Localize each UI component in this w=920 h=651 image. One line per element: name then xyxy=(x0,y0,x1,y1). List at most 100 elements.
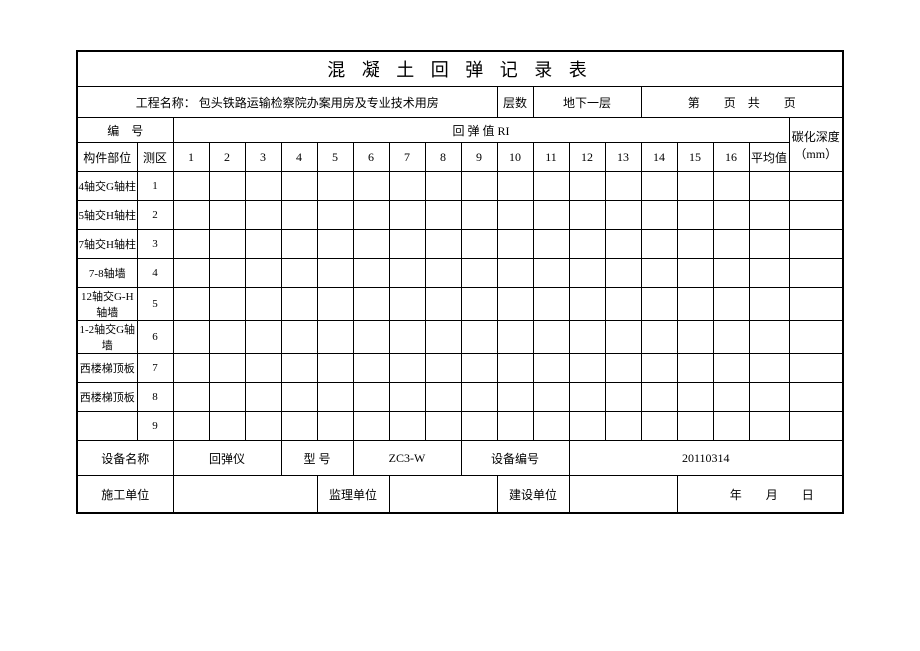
data-cell xyxy=(425,354,461,383)
data-cell xyxy=(209,201,245,230)
avg-cell xyxy=(749,412,789,441)
data-cell xyxy=(677,321,713,354)
data-cell xyxy=(713,321,749,354)
col-16: 16 xyxy=(713,143,749,172)
data-cell xyxy=(281,259,317,288)
data-cell xyxy=(497,354,533,383)
measure-zone: 4 xyxy=(137,259,173,288)
data-cell xyxy=(605,354,641,383)
data-cell xyxy=(569,230,605,259)
data-cell xyxy=(209,172,245,201)
data-cell xyxy=(605,412,641,441)
data-cell xyxy=(281,412,317,441)
data-cell xyxy=(353,412,389,441)
data-cell xyxy=(317,321,353,354)
data-cell xyxy=(173,412,209,441)
avg-cell xyxy=(749,354,789,383)
equipment-name-value: 回弹仪 xyxy=(173,441,281,476)
col-15: 15 xyxy=(677,143,713,172)
data-cell xyxy=(389,172,425,201)
data-cell xyxy=(461,201,497,230)
floor-count-value: 地下一层 xyxy=(533,87,641,118)
data-cell xyxy=(353,321,389,354)
data-cell xyxy=(425,230,461,259)
data-cell xyxy=(317,288,353,321)
data-cell xyxy=(209,354,245,383)
avg-cell xyxy=(749,201,789,230)
data-cell xyxy=(569,201,605,230)
col-3: 3 xyxy=(245,143,281,172)
carbon-cell xyxy=(789,288,843,321)
data-cell xyxy=(353,288,389,321)
data-cell xyxy=(209,412,245,441)
build-unit-label: 建设单位 xyxy=(497,476,569,514)
data-cell xyxy=(281,383,317,412)
data-cell xyxy=(173,230,209,259)
data-cell xyxy=(173,201,209,230)
data-cell xyxy=(173,383,209,412)
data-cell xyxy=(713,383,749,412)
data-cell xyxy=(461,259,497,288)
measure-zone: 8 xyxy=(137,383,173,412)
data-cell xyxy=(281,172,317,201)
data-cell xyxy=(461,354,497,383)
measure-zone: 9 xyxy=(137,412,173,441)
data-cell xyxy=(533,412,569,441)
data-cell xyxy=(605,383,641,412)
carbon-cell xyxy=(789,412,843,441)
data-cell xyxy=(533,259,569,288)
data-cell xyxy=(425,259,461,288)
data-cell xyxy=(533,201,569,230)
measure-zone: 2 xyxy=(137,201,173,230)
data-cell xyxy=(569,412,605,441)
carbon-cell xyxy=(789,230,843,259)
data-cell xyxy=(281,288,317,321)
carbon-cell xyxy=(789,259,843,288)
avg-cell xyxy=(749,288,789,321)
data-cell xyxy=(641,201,677,230)
data-cell xyxy=(353,172,389,201)
data-cell xyxy=(245,172,281,201)
data-cell xyxy=(713,201,749,230)
col-2: 2 xyxy=(209,143,245,172)
data-cell xyxy=(677,201,713,230)
carbon-cell xyxy=(789,201,843,230)
data-cell xyxy=(677,354,713,383)
data-cell xyxy=(245,383,281,412)
data-cell xyxy=(641,321,677,354)
data-cell xyxy=(569,321,605,354)
data-cell xyxy=(569,288,605,321)
col-7: 7 xyxy=(389,143,425,172)
data-cell xyxy=(461,412,497,441)
data-cell xyxy=(389,230,425,259)
data-cell xyxy=(317,354,353,383)
data-cell xyxy=(497,259,533,288)
data-cell xyxy=(173,354,209,383)
data-cell xyxy=(533,321,569,354)
data-cell xyxy=(389,321,425,354)
construction-unit-value xyxy=(173,476,317,514)
form-title: 混 凝 土 回 弹 记 录 表 xyxy=(77,51,843,87)
carbonation-depth-label: 碳化深度（mm） xyxy=(789,118,843,172)
data-cell xyxy=(209,230,245,259)
data-cell xyxy=(641,172,677,201)
data-cell xyxy=(173,288,209,321)
measure-zone: 1 xyxy=(137,172,173,201)
measure-zone-header: 测区 xyxy=(137,143,173,172)
data-cell xyxy=(389,259,425,288)
data-cell xyxy=(713,354,749,383)
data-cell xyxy=(497,172,533,201)
carbon-cell xyxy=(789,321,843,354)
data-cell xyxy=(641,412,677,441)
col-11: 11 xyxy=(533,143,569,172)
equipment-serial-label: 设备编号 xyxy=(461,441,569,476)
avg-cell xyxy=(749,172,789,201)
data-cell xyxy=(245,354,281,383)
serial-number-label: 编 号 xyxy=(77,118,173,143)
data-cell xyxy=(353,259,389,288)
component-part xyxy=(77,412,137,441)
data-cell xyxy=(605,321,641,354)
data-cell xyxy=(533,383,569,412)
data-cell xyxy=(713,259,749,288)
col-12: 12 xyxy=(569,143,605,172)
